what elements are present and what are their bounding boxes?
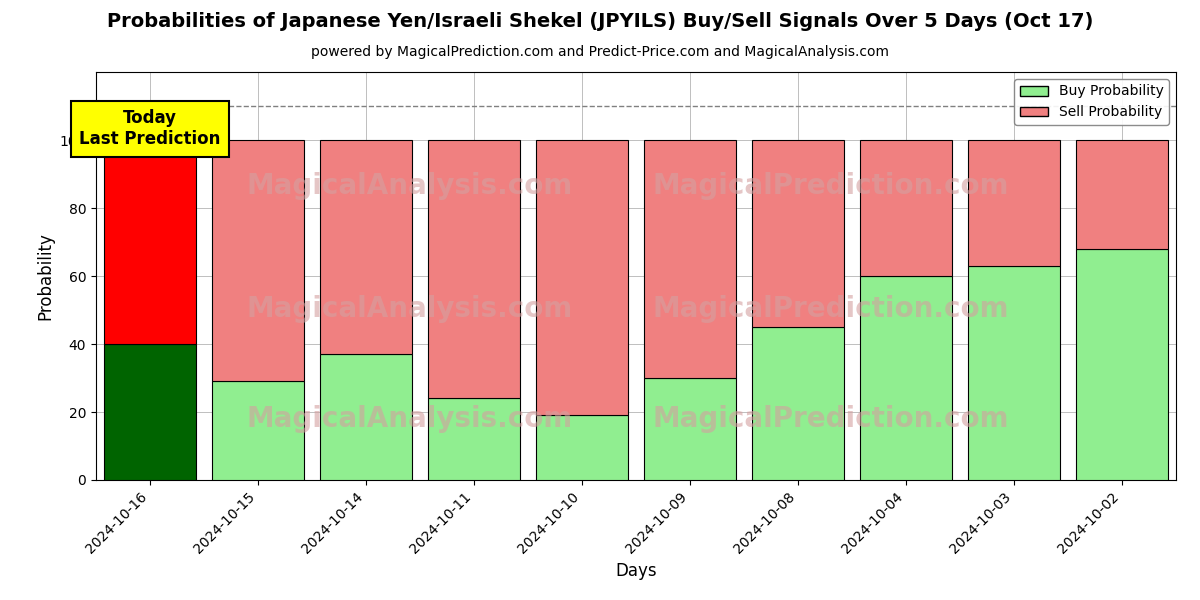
Bar	[644, 378, 736, 480]
Text: MagicalPrediction.com: MagicalPrediction.com	[652, 405, 1009, 433]
Text: Probabilities of Japanese Yen/Israeli Shekel (JPYILS) Buy/Sell Signals Over 5 Da: Probabilities of Japanese Yen/Israeli Sh…	[107, 12, 1093, 31]
Bar	[212, 140, 304, 382]
Bar	[860, 276, 952, 480]
Bar	[320, 140, 412, 354]
Bar	[968, 266, 1060, 480]
Text: MagicalAnalysis.com: MagicalAnalysis.com	[246, 295, 572, 323]
Bar	[644, 140, 736, 378]
Text: powered by MagicalPrediction.com and Predict-Price.com and MagicalAnalysis.com: powered by MagicalPrediction.com and Pre…	[311, 45, 889, 59]
Y-axis label: Probability: Probability	[36, 232, 54, 320]
Text: MagicalPrediction.com: MagicalPrediction.com	[652, 172, 1009, 200]
Bar	[104, 344, 196, 480]
Bar	[104, 140, 196, 344]
Text: MagicalPrediction.com: MagicalPrediction.com	[652, 295, 1009, 323]
Bar	[752, 327, 844, 480]
Bar	[1076, 249, 1168, 480]
Bar	[428, 398, 520, 480]
Bar	[536, 140, 628, 415]
Legend: Buy Probability, Sell Probability: Buy Probability, Sell Probability	[1014, 79, 1169, 125]
Bar	[536, 415, 628, 480]
X-axis label: Days: Days	[616, 562, 656, 580]
Bar	[860, 140, 952, 276]
Bar	[1076, 140, 1168, 249]
Text: MagicalAnalysis.com: MagicalAnalysis.com	[246, 405, 572, 433]
Bar	[428, 140, 520, 398]
Text: MagicalAnalysis.com: MagicalAnalysis.com	[246, 172, 572, 200]
Text: Today
Last Prediction: Today Last Prediction	[79, 109, 221, 148]
Bar	[968, 140, 1060, 266]
Bar	[752, 140, 844, 327]
Bar	[320, 354, 412, 480]
Bar	[212, 382, 304, 480]
